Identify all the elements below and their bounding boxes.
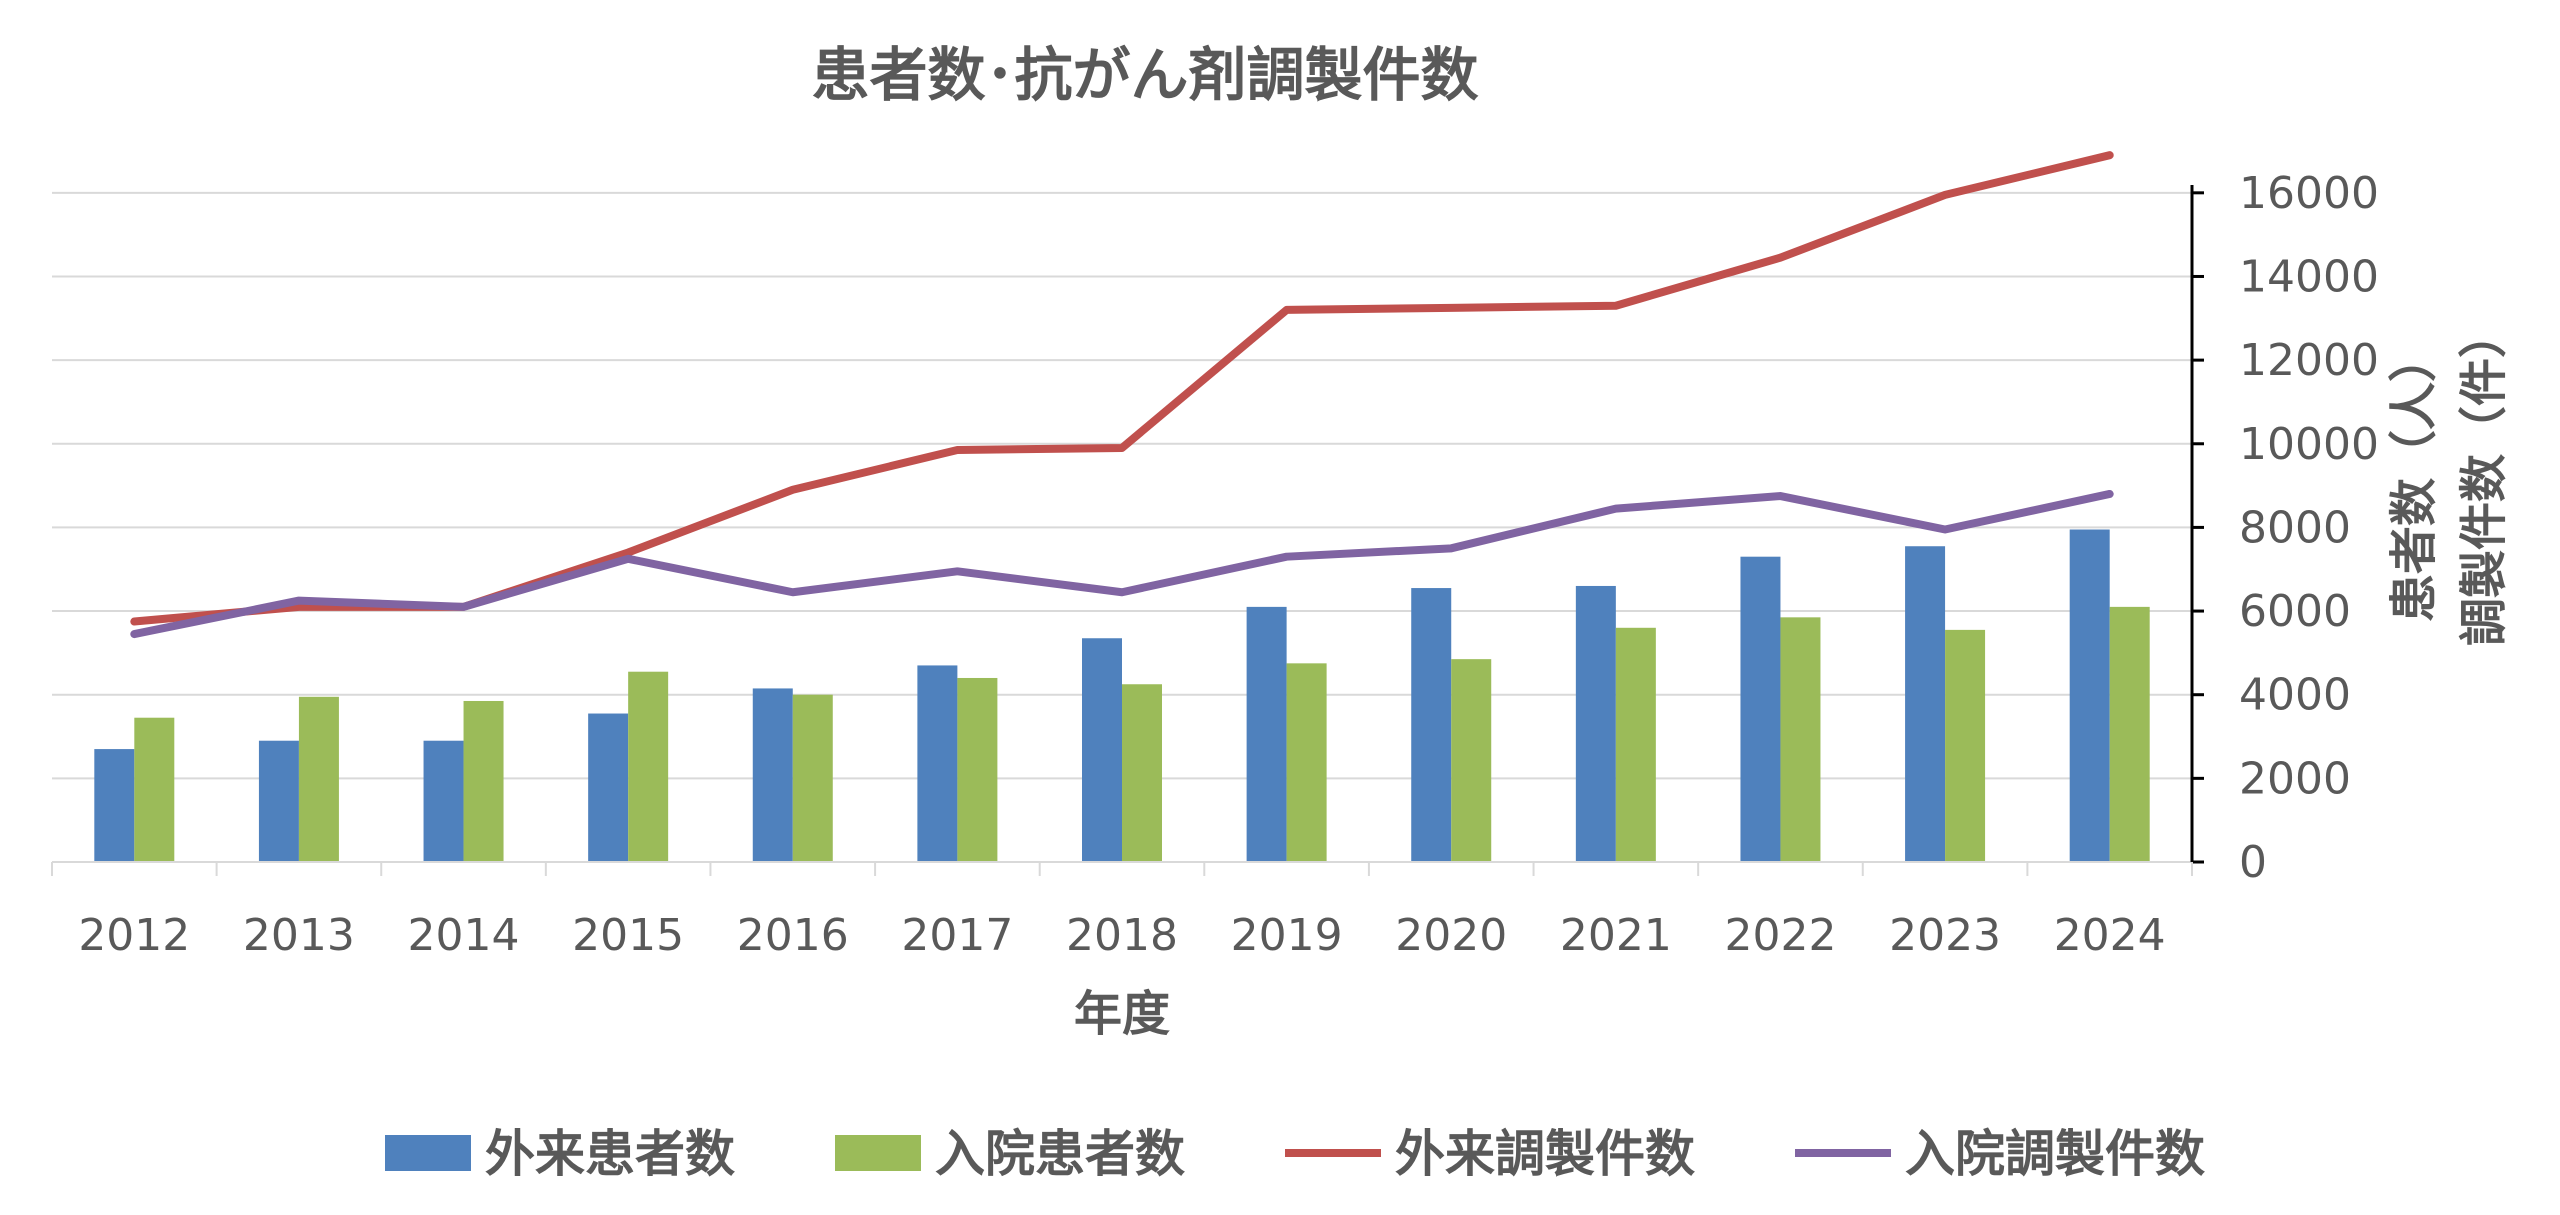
y-tick-label: 6000 <box>2239 586 2351 637</box>
x-tick-label: 2021 <box>1560 910 1672 961</box>
legend-label-外来患者数: 外来患者数 <box>485 1125 735 1183</box>
bar-外来患者数-2018 <box>1082 638 1122 862</box>
y-tick-label: 10000 <box>2239 419 2379 470</box>
line-外来調製件数 <box>130 151 2114 626</box>
bar-入院患者数-2016 <box>792 694 833 862</box>
x-tick-label: 2017 <box>901 910 1013 961</box>
bar-入院患者数-2021 <box>1615 627 1656 862</box>
y-tick-label: 16000 <box>2239 168 2379 219</box>
x-tick-label: 2019 <box>1231 910 1343 961</box>
bar-外来患者数-2022 <box>1740 556 1781 862</box>
bar-入院患者数-2020 <box>1451 659 1492 862</box>
axes: 0 2000 4000 6000 8000 10000 12000 14000 16000 201… <box>51 168 2379 961</box>
x-tick-label: 2023 <box>1889 910 2001 961</box>
x-axis-title: 年度 <box>1074 986 1170 1042</box>
x-tick-label: 2018 <box>1066 910 1178 961</box>
x-tick-label: 2013 <box>243 910 355 961</box>
line-入院調製件数 <box>130 489 2114 639</box>
bar-入院患者数-2014 <box>463 700 504 862</box>
legend: 外来患者数 入院患者数 外来調製件数 入院調製件数 <box>385 1125 2205 1183</box>
bar-入院患者数-2019 <box>1286 663 1327 862</box>
x-tick-label: 2015 <box>572 910 684 961</box>
legend-label-入院患者数: 入院患者数 <box>935 1125 1185 1183</box>
bar-入院患者数-2012 <box>134 717 175 862</box>
series-lines <box>130 151 2114 639</box>
bar-外来患者数-2016 <box>752 688 793 862</box>
legend-label-入院調製件数: 入院調製件数 <box>1905 1125 2205 1183</box>
x-tick-label: 2012 <box>78 910 190 961</box>
chart-title: 患者数･抗がん剤調製件数 <box>811 41 1478 109</box>
bar-外来患者数-2019 <box>1246 606 1287 862</box>
bar-外来患者数-2024 <box>2069 529 2110 862</box>
bar-外来患者数-2013 <box>258 740 299 862</box>
bar-入院患者数-2023 <box>1945 629 1986 862</box>
bars <box>94 529 2150 862</box>
bar-入院患者数-2013 <box>298 696 339 862</box>
bar-入院患者数-2022 <box>1780 617 1821 862</box>
bar-入院患者数-2024 <box>2109 606 2150 862</box>
y-tick-label: 12000 <box>2239 335 2379 386</box>
bar-外来患者数-2012 <box>94 749 135 862</box>
bar-入院患者数-2018 <box>1122 684 1162 862</box>
bar-外来患者数-2020 <box>1411 588 1452 862</box>
y-tick-label: 8000 <box>2239 502 2351 553</box>
bar-入院患者数-2017 <box>957 677 998 862</box>
y-tick-label: 14000 <box>2239 251 2379 302</box>
legend-swatch-外来患者数 <box>385 1135 471 1171</box>
y-tick-label: 4000 <box>2239 670 2351 721</box>
x-tick-label: 2024 <box>2054 910 2166 961</box>
y-axis-title-line-1: 患者数（人） <box>2386 334 2442 622</box>
legend-swatch-入院患者数 <box>835 1135 921 1171</box>
y-tick-label: 0 <box>2239 837 2267 888</box>
bar-外来患者数-2015 <box>588 713 629 862</box>
x-tick-label: 2022 <box>1724 910 1836 961</box>
x-tick-label: 2016 <box>737 910 849 961</box>
x-tick-label: 2014 <box>408 910 520 961</box>
bar-外来患者数-2014 <box>423 740 464 862</box>
y-axis-title-line-2: 調製件数（件） <box>2456 310 2512 646</box>
bar-外来患者数-2021 <box>1575 585 1616 862</box>
y-tick-label: 2000 <box>2239 753 2351 804</box>
bar-外来患者数-2023 <box>1905 546 1946 862</box>
x-tick-label: 2020 <box>1395 910 1507 961</box>
legend-label-外来調製件数: 外来調製件数 <box>1395 1125 1695 1183</box>
bar-入院患者数-2015 <box>628 671 669 862</box>
bar-外来患者数-2017 <box>917 665 958 862</box>
